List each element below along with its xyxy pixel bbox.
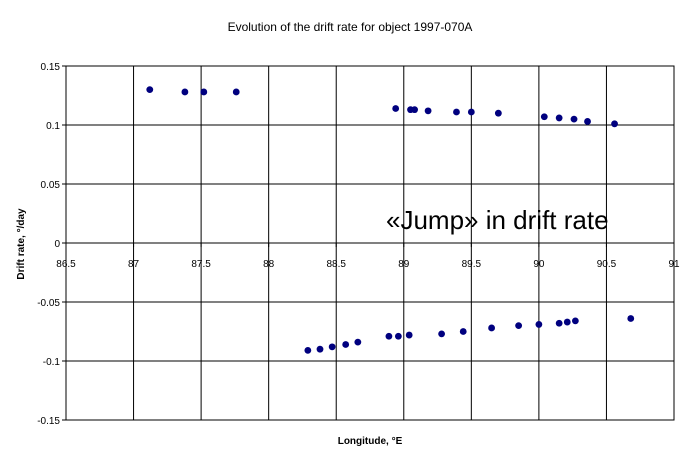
data-point (555, 114, 563, 122)
x-axis-label: Longitude, °E (338, 436, 403, 447)
x-tick-label: 88.5 (326, 259, 346, 270)
x-tick-label: 89 (398, 259, 410, 270)
data-point (570, 115, 578, 123)
data-point (232, 88, 240, 96)
data-point (385, 332, 393, 340)
y-axis-label: Drift rate, °/day (16, 208, 27, 280)
chart-title: Evolution of the drift rate for object 1… (228, 20, 473, 34)
data-point (555, 319, 563, 327)
data-point (563, 318, 571, 326)
data-point (540, 113, 548, 121)
x-tick-label: 90 (533, 259, 545, 270)
data-point (316, 345, 324, 353)
data-point (535, 321, 543, 328)
jump-annotation: «Jump» in drift rate (386, 205, 609, 235)
data-point (627, 315, 635, 322)
y-tick-label: -0.05 (37, 298, 60, 309)
data-point (405, 331, 413, 339)
x-tick-label: 87 (128, 259, 140, 270)
data-point (354, 338, 362, 346)
plot-area (65, 65, 675, 421)
data-point (200, 88, 208, 96)
data-point (424, 107, 432, 115)
y-tick-label: 0.1 (46, 121, 60, 132)
x-tick-label: 87.5 (191, 259, 211, 270)
data-point (304, 346, 312, 354)
data-point (515, 322, 523, 329)
data-point (411, 106, 418, 114)
data-point (494, 109, 502, 117)
data-point (611, 120, 618, 128)
y-tick-labels: 0.15 0.1 0.05 0 -0.05 -0.1 -0.15 (37, 62, 66, 427)
data-point (181, 88, 189, 96)
y-tick-label: 0.05 (41, 180, 61, 191)
zero-axis (65, 243, 675, 247)
data-point (438, 330, 446, 338)
y-tick-label: 0.15 (41, 62, 61, 73)
x-tick-label: 88 (263, 259, 275, 270)
x-tick-labels: 86.5 87 87.5 88 88.5 89 89.5 90 90.5 91 (56, 259, 680, 270)
y-tick-label: -0.15 (37, 416, 60, 427)
data-point (394, 332, 402, 340)
data-point (467, 108, 475, 116)
y-tick-label: 0 (54, 239, 60, 250)
x-tick-label: 86.5 (56, 259, 76, 270)
x-tick-label: 90.5 (597, 259, 617, 270)
data-point (453, 108, 460, 116)
data-point (571, 317, 579, 325)
x-tick-label: 89.5 (462, 259, 482, 270)
data-point (392, 105, 400, 112)
data-points (146, 86, 635, 354)
y-tick-label: -0.1 (43, 357, 61, 368)
data-point (342, 341, 350, 348)
data-point (488, 324, 495, 332)
grid-lines (66, 66, 674, 420)
x-tick-label: 91 (668, 259, 680, 270)
data-point (459, 328, 467, 335)
data-point (328, 343, 336, 351)
data-point (584, 118, 591, 125)
data-point (146, 86, 154, 93)
